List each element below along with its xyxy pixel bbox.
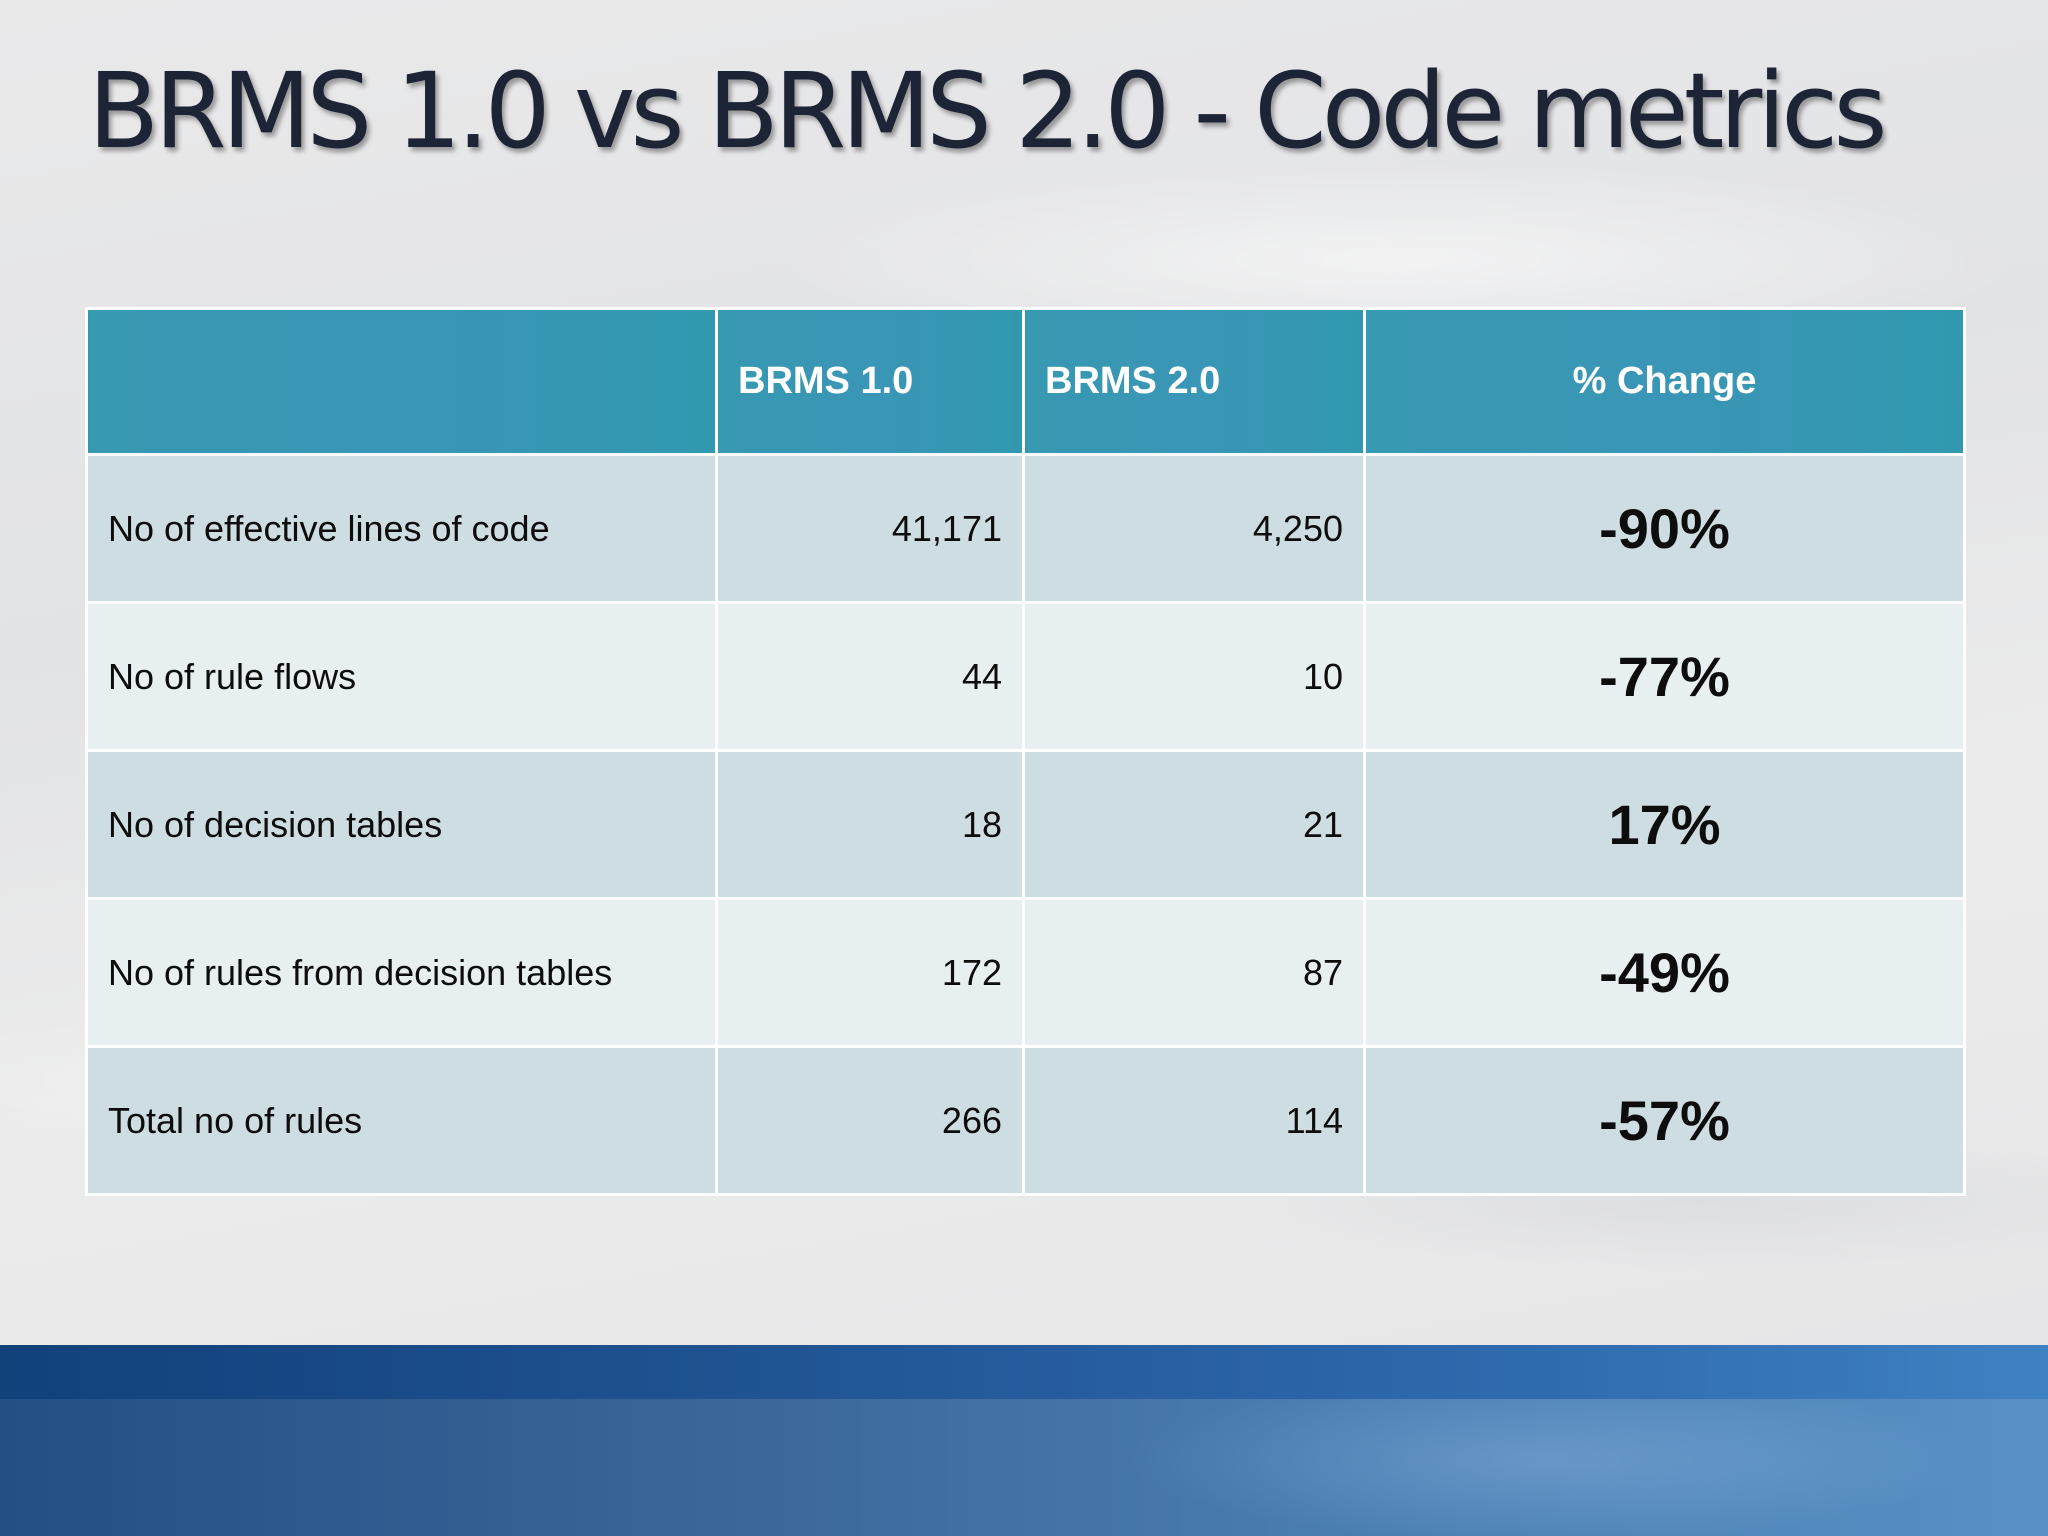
brms-2-value: 4,250 [1022, 453, 1366, 604]
brms-1-value: 18 [715, 749, 1025, 900]
brms-1-value: 266 [715, 1045, 1025, 1196]
metric-label: No of decision tables [85, 749, 718, 900]
table-header-row: BRMS 1.0 BRMS 2.0 % Change [85, 307, 1966, 456]
table-row: No of rules from decision tables 172 87 … [85, 897, 1966, 1048]
header-percent-change: % Change [1363, 307, 1966, 456]
percent-change-value: -57% [1363, 1045, 1966, 1196]
percent-change-value: -77% [1363, 601, 1966, 752]
code-metrics-table: BRMS 1.0 BRMS 2.0 % Change No of effecti… [85, 307, 1966, 1196]
brms-1-value: 44 [715, 601, 1025, 752]
table-row: No of decision tables 18 21 17% [85, 749, 1966, 900]
header-brms-2: BRMS 2.0 [1022, 307, 1366, 456]
brms-2-value: 10 [1022, 601, 1366, 752]
metric-label: No of rules from decision tables [85, 897, 718, 1048]
metric-label: Total no of rules [85, 1045, 718, 1196]
brms-2-value: 114 [1022, 1045, 1366, 1196]
slide-title: BRMS 1.0 vs BRMS 2.0 - Code metrics [88, 50, 1887, 172]
brms-1-value: 41,171 [715, 453, 1025, 604]
metric-label: No of effective lines of code [85, 453, 718, 604]
metric-label: No of rule flows [85, 601, 718, 752]
footer-band-glow [0, 1399, 2048, 1536]
percent-change-value: 17% [1363, 749, 1966, 900]
header-metric [85, 307, 718, 456]
brms-1-value: 172 [715, 897, 1025, 1048]
percent-change-value: -90% [1363, 453, 1966, 604]
table-row: No of rule flows 44 10 -77% [85, 601, 1966, 752]
percent-change-value: -49% [1363, 897, 1966, 1048]
table-row: No of effective lines of code 41,171 4,2… [85, 453, 1966, 604]
footer-band-stripe [0, 1345, 2048, 1399]
brms-2-value: 87 [1022, 897, 1366, 1048]
table-row: Total no of rules 266 114 -57% [85, 1045, 1966, 1196]
header-brms-1: BRMS 1.0 [715, 307, 1025, 456]
brms-2-value: 21 [1022, 749, 1366, 900]
